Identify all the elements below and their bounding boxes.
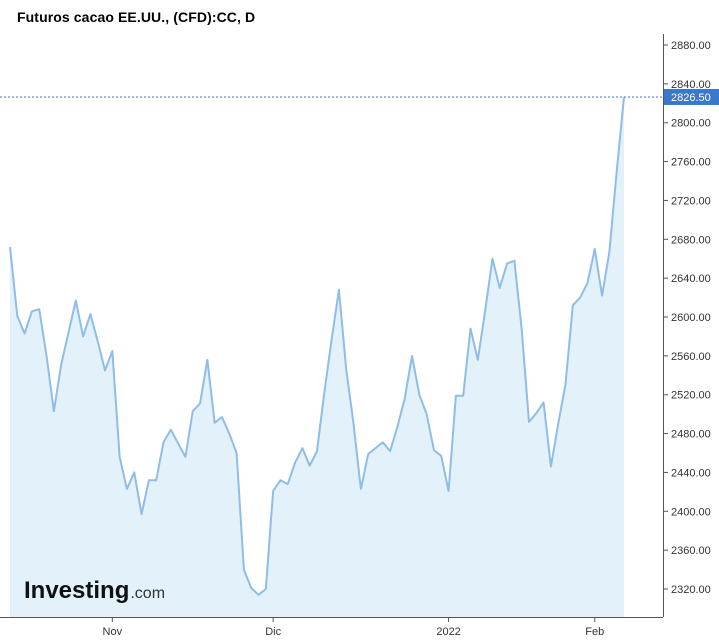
series-area (10, 96, 624, 618)
y-tick-label: 2320.00 (671, 584, 711, 596)
y-tick-label: 2640.00 (671, 273, 711, 285)
x-tick-label: Dic (265, 626, 281, 638)
last-price-badge (664, 88, 719, 105)
series-line (9, 96, 625, 596)
y-tick-label: 2400.00 (671, 506, 711, 518)
y-tick-label: 2600.00 (671, 312, 711, 324)
y-tick-label: 2360.00 (671, 545, 711, 557)
y-tick-label: 2680.00 (671, 234, 711, 246)
y-tick-label: 2800.00 (671, 118, 711, 130)
investing-logo: Investing .com (24, 577, 165, 604)
x-tick-label: 2022 (436, 626, 460, 638)
y-tick-label: 2720.00 (671, 195, 711, 207)
y-tick-label: 2480.00 (671, 429, 711, 441)
y-tick-label: 2560.00 (671, 351, 711, 363)
y-tick-label: 2520.00 (671, 390, 711, 402)
x-tick-label: Feb (585, 626, 604, 638)
logo-wordmark: Investing (24, 577, 129, 604)
y-axis-ticks: 2320.00 2360.00 2400.00 2440.00 2480.00 2520.… (663, 40, 711, 596)
y-tick-label: 2880.00 (671, 40, 711, 52)
logo-suffix: .com (130, 585, 165, 602)
x-tick-label: Nov (103, 626, 123, 638)
y-tick-label: 2840.00 (671, 79, 711, 91)
y-tick-label: 2440.00 (671, 467, 711, 479)
chart-title: Futuros cacao EE.UU., (CFD):CC, D (17, 9, 256, 25)
last-price-label: 2826.50 (671, 92, 711, 104)
last-price-layer: 2826.50 (0, 88, 719, 105)
area-layer (9, 96, 625, 618)
y-tick-label: 2760.00 (671, 157, 711, 169)
axis-layer (0, 34, 664, 618)
x-axis-ticks: Nov Dic 2022 Feb (103, 617, 604, 638)
